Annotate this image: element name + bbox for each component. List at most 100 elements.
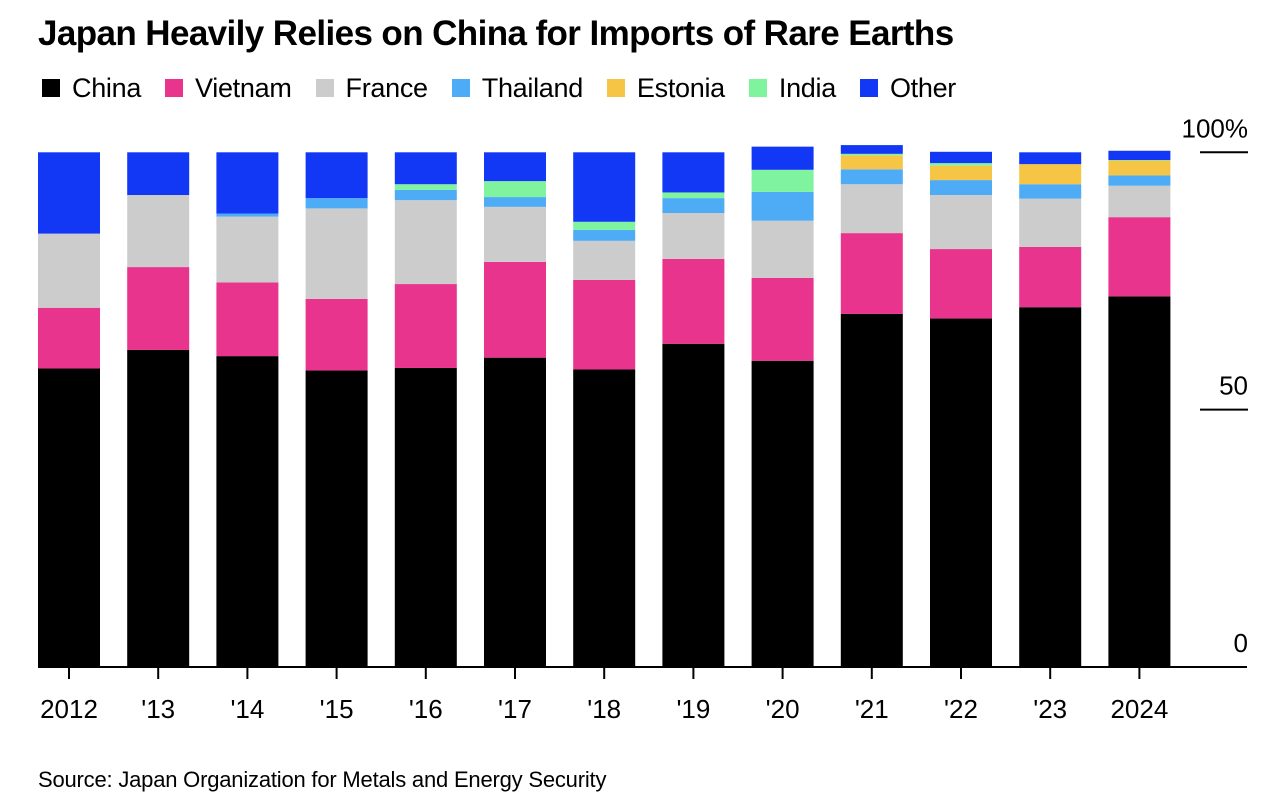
legend-label: France bbox=[345, 73, 429, 103]
bar-segment-france-14 bbox=[216, 216, 279, 283]
bar-segment-other-2012 bbox=[38, 152, 100, 234]
legend-swatch-thailand bbox=[451, 79, 470, 97]
legend-label: China bbox=[72, 73, 142, 103]
bar-segment-france-22 bbox=[930, 195, 992, 250]
bar-segment-thailand-19 bbox=[662, 198, 725, 214]
bar-segment-thailand-17 bbox=[484, 197, 546, 207]
y-tick-label: 100% bbox=[1182, 113, 1249, 143]
bar-segment-india-16 bbox=[394, 184, 457, 190]
bar-segment-france-16 bbox=[394, 200, 457, 285]
bar-segment-other-17 bbox=[484, 152, 546, 182]
x-tick-label: '21 bbox=[855, 694, 889, 724]
legend-swatch-other bbox=[859, 79, 878, 97]
bar-segment-thailand-22 bbox=[930, 180, 992, 196]
x-tick-label: '18 bbox=[587, 694, 621, 724]
bar-segment-other-15 bbox=[305, 152, 368, 199]
bar-segment-estonia-22 bbox=[930, 165, 992, 181]
bar-segment-china-20 bbox=[751, 360, 814, 667]
bar-segment-france-20 bbox=[751, 220, 814, 278]
bar-segment-france-21 bbox=[840, 184, 903, 234]
legend-label: Thailand bbox=[481, 73, 583, 103]
bar-segment-france-23 bbox=[1019, 198, 1082, 247]
x-tick-label: '19 bbox=[676, 694, 710, 724]
legend-swatch-china bbox=[42, 79, 60, 97]
bar-segment-china-13 bbox=[127, 349, 190, 667]
x-tick-label: '15 bbox=[320, 694, 354, 724]
legend-item-other: Other bbox=[859, 72, 956, 104]
legend-item-thailand: Thailand bbox=[451, 72, 583, 104]
bar-segment-other-14 bbox=[216, 152, 279, 214]
bar-segment-other-16 bbox=[394, 152, 457, 185]
bar-segment-vietnam-15 bbox=[305, 298, 368, 371]
bar-segment-india-19 bbox=[662, 192, 725, 199]
x-tick-label: '22 bbox=[944, 694, 978, 724]
bar-segment-india-18 bbox=[573, 221, 636, 231]
chart-title: Japan Heavily Relies on China for Import… bbox=[38, 14, 954, 53]
x-tick-label: '23 bbox=[1033, 694, 1067, 724]
bar-segment-thailand-2024 bbox=[1108, 175, 1171, 186]
bar-segment-vietnam-18 bbox=[573, 279, 636, 370]
bar-segment-thailand-21 bbox=[840, 169, 903, 185]
bar-segment-estonia-23 bbox=[1019, 164, 1082, 185]
bar-segment-other-13 bbox=[127, 152, 190, 196]
bar-segment-india-22 bbox=[930, 163, 992, 166]
bar-segment-vietnam-2024 bbox=[1108, 217, 1171, 297]
bar-segment-china-22 bbox=[930, 318, 992, 667]
bar-segment-thailand-20 bbox=[751, 191, 814, 221]
bar-segment-france-19 bbox=[662, 213, 725, 259]
bar-segment-estonia-21 bbox=[840, 155, 903, 170]
bar-segment-estonia-2024 bbox=[1108, 160, 1171, 176]
bar-segment-france-2012 bbox=[38, 233, 100, 308]
bar-segment-china-2024 bbox=[1108, 296, 1171, 667]
bar-segment-other-2024 bbox=[1108, 150, 1171, 161]
legend-item-india: India bbox=[748, 72, 836, 104]
bar-segment-vietnam-16 bbox=[394, 284, 457, 368]
legend-label: Estonia bbox=[636, 73, 725, 103]
legend-item-estonia: Estonia bbox=[606, 72, 725, 104]
bar-segment-vietnam-20 bbox=[751, 277, 814, 361]
y-tick-label: 0 bbox=[1234, 628, 1248, 658]
bar-segment-france-17 bbox=[484, 206, 546, 262]
y-tick-label: 50 bbox=[1219, 371, 1248, 401]
bar-segment-france-15 bbox=[305, 208, 368, 299]
bar-segment-other-23 bbox=[1019, 152, 1082, 165]
legend-swatch-vietnam bbox=[165, 79, 184, 97]
bar-segment-thailand-18 bbox=[573, 230, 636, 241]
bar-segment-vietnam-19 bbox=[662, 258, 725, 344]
bar-segment-vietnam-21 bbox=[840, 233, 903, 314]
bar-segment-thailand-14 bbox=[216, 213, 279, 217]
bar-segment-india-20 bbox=[751, 169, 814, 192]
bar-segment-china-21 bbox=[840, 313, 903, 667]
bar-segment-china-17 bbox=[484, 357, 546, 667]
bar-segment-china-18 bbox=[573, 369, 636, 667]
legend-swatch-india bbox=[748, 79, 767, 97]
x-tick-label: '13 bbox=[141, 694, 175, 724]
legend-item-vietnam: Vietnam bbox=[165, 72, 292, 104]
legend-item-china: China bbox=[42, 72, 141, 104]
bar-segment-vietnam-13 bbox=[127, 267, 190, 350]
legend-item-france: France bbox=[315, 72, 429, 104]
x-tick-label: '20 bbox=[766, 694, 800, 724]
bar-segment-china-23 bbox=[1019, 307, 1082, 667]
x-tick-label: 2012 bbox=[40, 694, 98, 724]
bar-segment-india-2024 bbox=[1108, 160, 1171, 161]
bar-segment-china-16 bbox=[394, 367, 457, 667]
bar-segment-china-2012 bbox=[38, 368, 100, 667]
bar-segment-china-19 bbox=[662, 343, 725, 667]
bar-segment-thailand-16 bbox=[394, 189, 457, 201]
bar-segment-india-17 bbox=[484, 181, 546, 198]
source-note: Source: Japan Organization for Metals an… bbox=[38, 767, 607, 792]
bar-segment-vietnam-17 bbox=[484, 261, 546, 358]
bar-segment-vietnam-2012 bbox=[38, 307, 100, 369]
bar-segment-vietnam-14 bbox=[216, 282, 279, 357]
bar-segment-other-21 bbox=[840, 145, 903, 154]
bar-segment-other-22 bbox=[930, 151, 992, 164]
bar-segment-china-14 bbox=[216, 356, 279, 667]
bar-segment-france-18 bbox=[573, 240, 636, 280]
bar-segment-vietnam-23 bbox=[1019, 247, 1082, 308]
bar-segment-other-19 bbox=[662, 152, 725, 193]
bar-segment-china-15 bbox=[305, 370, 368, 667]
bar-segment-thailand-23 bbox=[1019, 184, 1082, 199]
bar-segment-france-13 bbox=[127, 195, 190, 268]
